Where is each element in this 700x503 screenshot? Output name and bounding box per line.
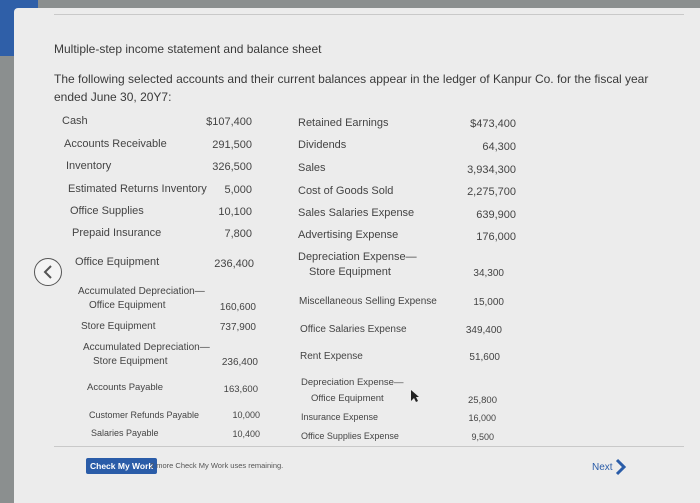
account-label: Estimated Returns Inventory [68, 183, 207, 195]
account-value: 349,400 [465, 325, 502, 336]
account-value: 10,100 [218, 206, 252, 218]
problem-intro: The following selected accounts and thei… [54, 72, 649, 104]
next-label: Next [592, 461, 613, 473]
account-value: 2,275,700 [467, 186, 516, 198]
divider [54, 446, 684, 447]
account-value: 5,000 [224, 184, 252, 196]
account-label: Depreciation Expense— [301, 377, 404, 388]
account-label: Insurance Expense [301, 412, 379, 422]
account-label-line2: Office Equipment [89, 300, 166, 311]
account-value: 15,000 [473, 297, 504, 308]
account-label: Sales Salaries Expense [298, 207, 415, 219]
account-label: Accounts Payable [87, 382, 164, 393]
chevron-left-icon [43, 265, 52, 279]
account-value: 51,600 [469, 352, 500, 363]
problem-title: Multiple-step income statement and balan… [54, 42, 322, 56]
account-value: 737,900 [219, 322, 256, 333]
account-value: 10,400 [232, 429, 260, 439]
account-label: Office Salaries Expense [300, 324, 407, 335]
account-value: 34,300 [473, 268, 504, 279]
account-label: Cash [62, 115, 88, 127]
account-label: Retained Earnings [298, 117, 389, 129]
account-value: 176,000 [476, 231, 516, 243]
account-value: 236,400 [221, 357, 258, 368]
account-value: 3,934,300 [467, 164, 516, 176]
account-label-line2: Store Equipment [93, 356, 168, 367]
account-value: $107,400 [206, 116, 252, 128]
account-value: $473,400 [470, 118, 516, 130]
chevron-right-icon [615, 458, 626, 476]
account-label: Accumulated Depreciation— [83, 342, 210, 353]
previous-button[interactable] [34, 258, 62, 286]
account-label-line2: Store Equipment [309, 266, 391, 278]
account-value: 7,800 [224, 228, 252, 240]
account-label: Depreciation Expense— [298, 251, 417, 263]
question-panel [14, 8, 700, 503]
account-value: 9,500 [471, 432, 494, 442]
account-label: Office Supplies Expense [301, 431, 399, 441]
account-value: 64,300 [482, 141, 516, 153]
next-button[interactable]: Next [592, 458, 627, 476]
check-my-work-button[interactable]: Check My Work [86, 458, 158, 474]
account-label: Accumulated Depreciation— [78, 286, 205, 297]
account-value: 160,600 [219, 302, 256, 313]
account-label: Miscellaneous Selling Expense [299, 296, 437, 307]
account-label: Cost of Goods Sold [298, 185, 394, 197]
account-label: Store Equipment [81, 321, 156, 332]
account-label: Inventory [66, 160, 112, 172]
account-value: 291,500 [212, 139, 252, 151]
account-label: Prepaid Insurance [72, 227, 162, 239]
account-label: Advertising Expense [298, 229, 399, 241]
account-value: 163,600 [223, 384, 258, 395]
account-value: 16,000 [468, 413, 496, 423]
account-label: Rent Expense [300, 351, 363, 362]
account-label: Dividends [298, 139, 347, 151]
remaining-uses-text: 2 more Check My Work uses remaining. [150, 461, 284, 470]
cursor-icon [411, 390, 419, 402]
account-label: Accounts Receivable [64, 138, 167, 150]
account-value: 326,500 [212, 161, 252, 173]
divider [54, 14, 684, 15]
account-label-line2: Office Equipment [311, 393, 384, 404]
account-value: 236,400 [214, 258, 254, 270]
account-value: 25,800 [467, 395, 497, 406]
account-label: Sales [298, 162, 326, 174]
account-value: 639,900 [476, 209, 516, 221]
account-value: 10,000 [232, 410, 260, 420]
account-label: Office Equipment [75, 256, 160, 268]
account-label: Customer Refunds Payable [89, 410, 200, 420]
account-label: Salaries Payable [91, 428, 159, 438]
account-label: Office Supplies [70, 205, 144, 217]
